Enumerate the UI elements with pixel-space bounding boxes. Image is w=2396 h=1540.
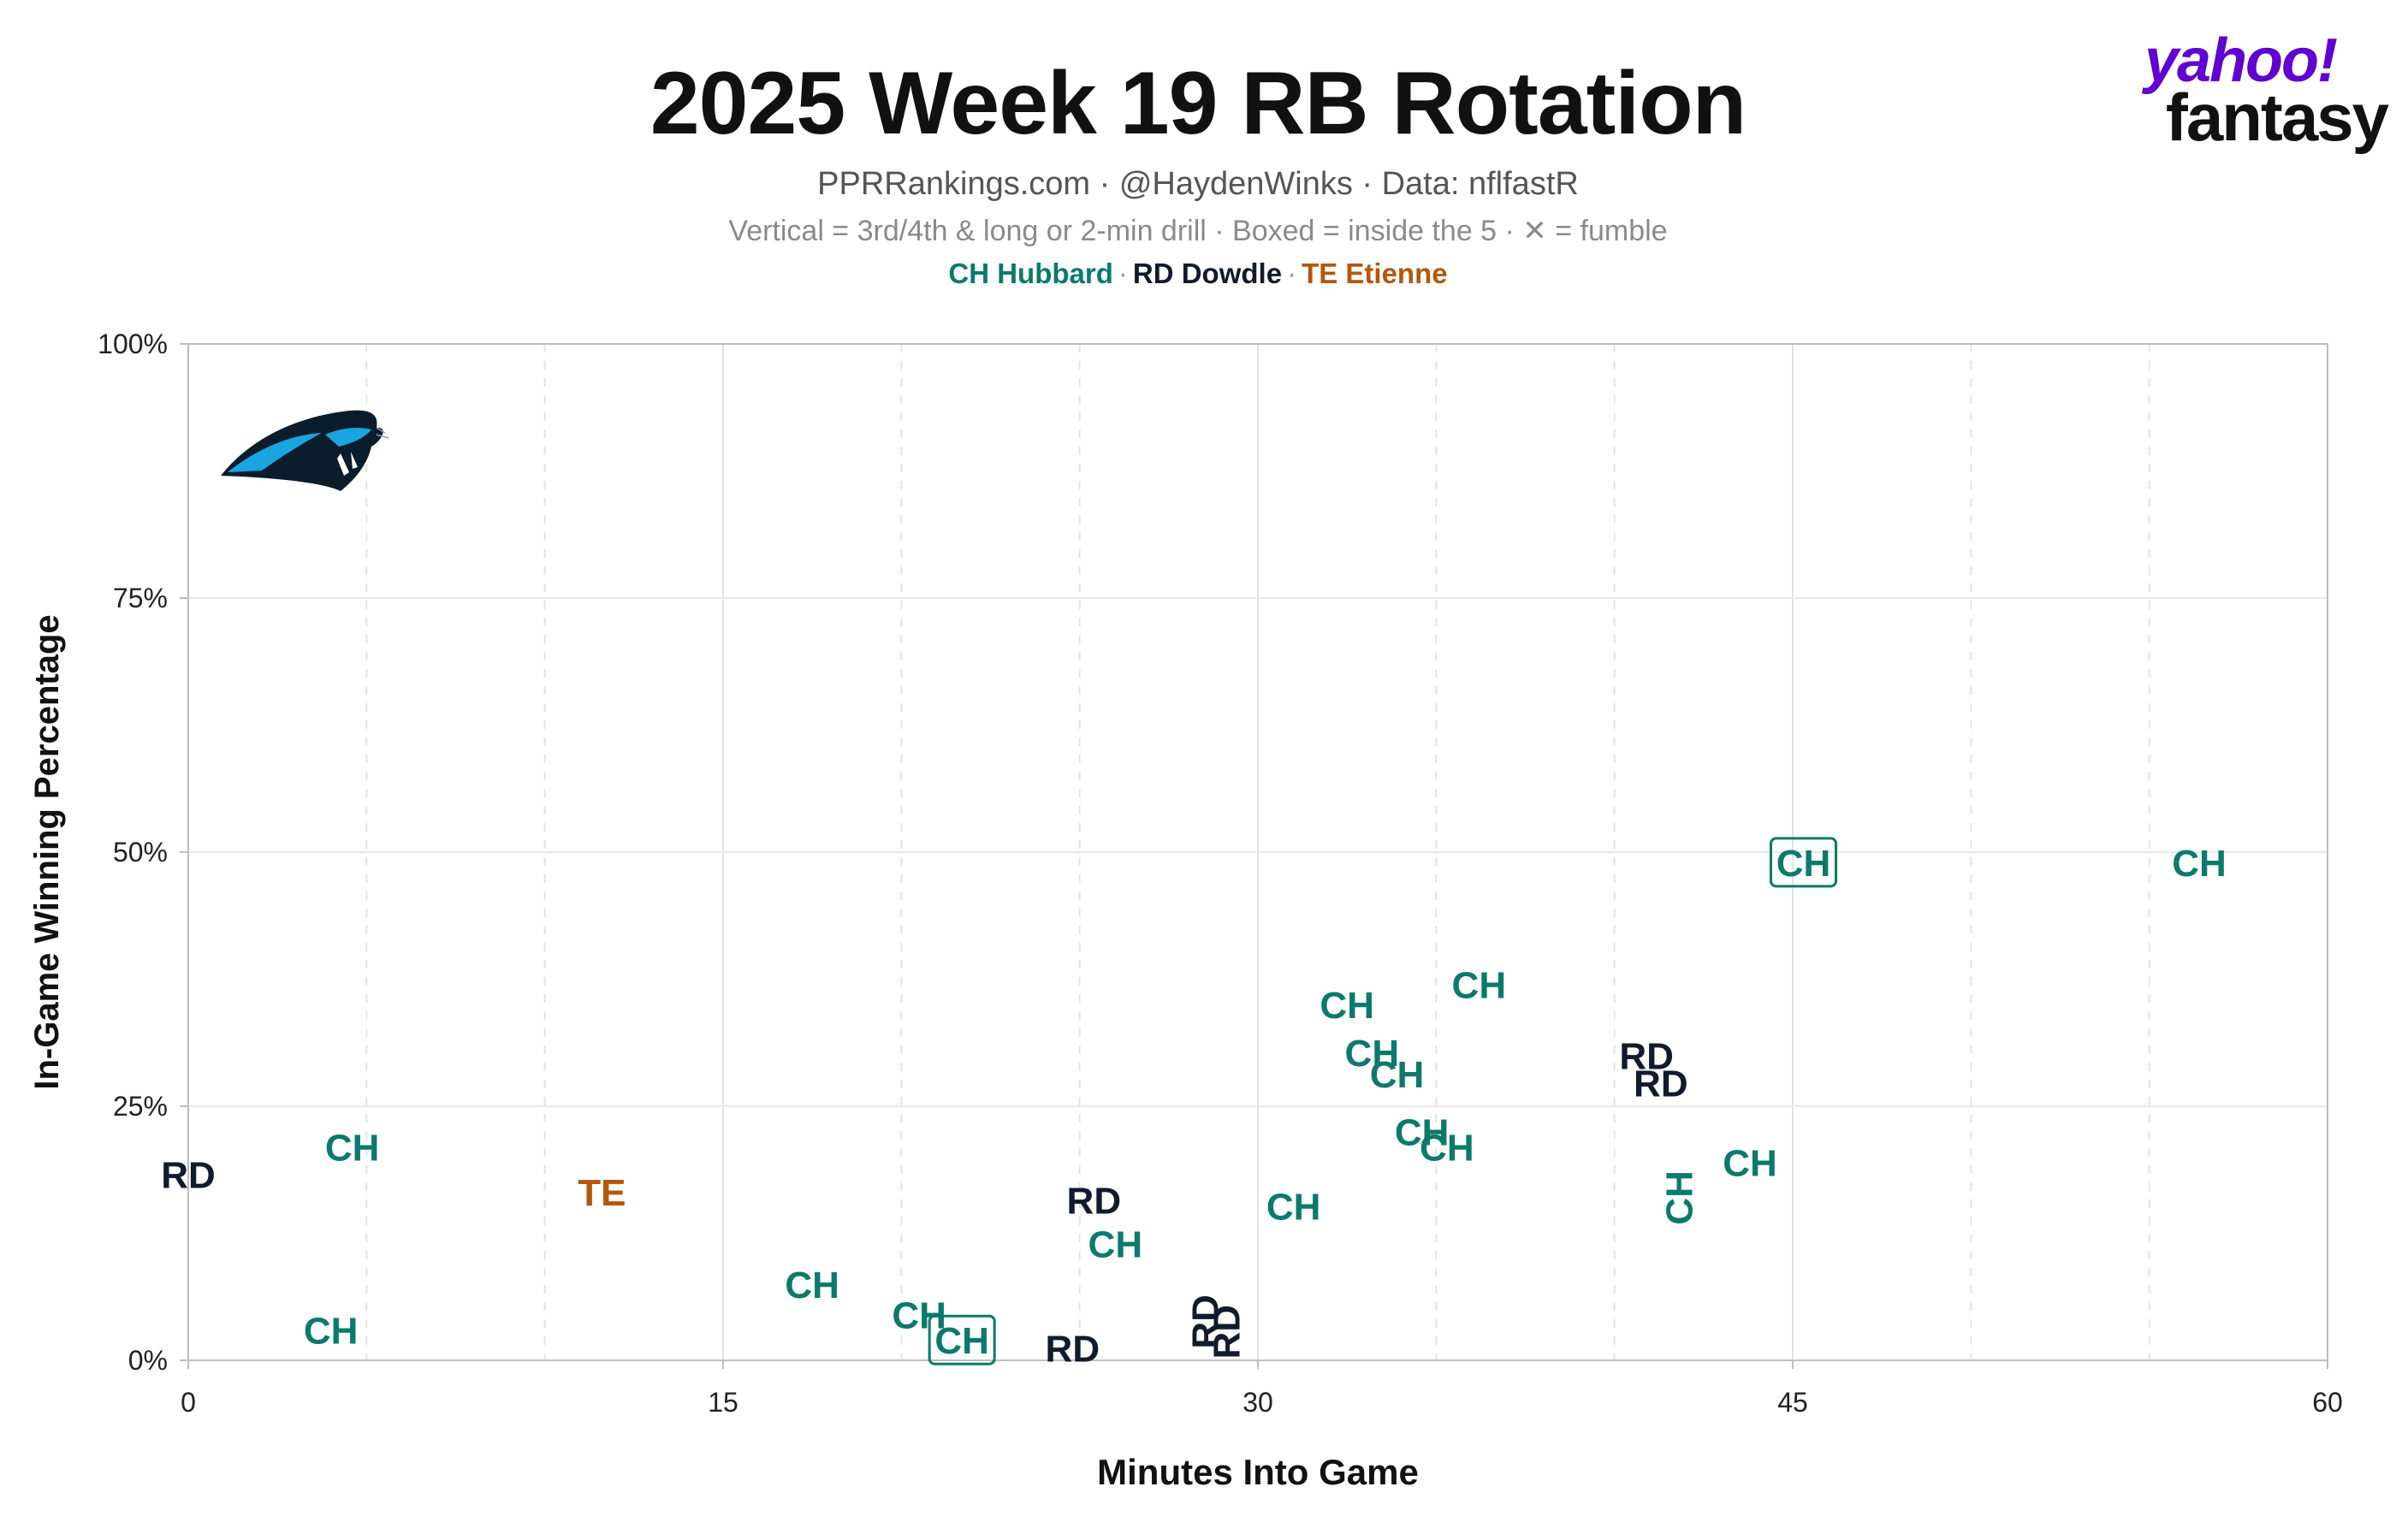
y-tick-label: 0%	[128, 1345, 168, 1376]
yahoo-logo-text: yahoo!	[2144, 27, 2338, 95]
point-label: CH	[304, 1310, 359, 1352]
data-point-rd: RD	[161, 1155, 216, 1197]
data-point-ch: CH	[1420, 1128, 1474, 1170]
x-tick-label: 15	[708, 1387, 738, 1418]
point-label: CH	[2172, 843, 2227, 885]
fantasy-logo-text: fantasy	[2165, 80, 2389, 155]
data-point-ch: CH	[1320, 985, 1374, 1027]
data-point-ch: CH	[304, 1310, 359, 1352]
point-label: CH	[325, 1128, 380, 1170]
data-point-ch: CH	[1723, 1142, 1777, 1184]
x-tick-label: 60	[2312, 1387, 2343, 1418]
y-axis-title: In-Game Winning Percentage	[28, 614, 66, 1089]
data-point-ch: CH	[1395, 1112, 1450, 1154]
point-label: CH	[1452, 964, 1507, 1006]
yahoo-fantasy-logo: yahoo! fantasy	[2114, 26, 2389, 155]
y-tick-label: 75%	[113, 583, 168, 613]
data-point-ch: CH	[1452, 964, 1507, 1006]
data-point-rd: RD	[1067, 1180, 1122, 1222]
point-label: CH	[1723, 1142, 1777, 1184]
point-label: RD	[1619, 1036, 1674, 1078]
point-label: CH	[785, 1265, 839, 1306]
legend-entry-etienne: TE Etienne	[1302, 258, 1448, 289]
point-label: RD	[1207, 1305, 1248, 1359]
data-point-ch: CH	[1770, 837, 1837, 888]
point-label: RD	[1634, 1063, 1688, 1105]
point-label: CH	[1420, 1128, 1474, 1170]
chart-note: Vertical = 3rd/4th & long or 2-min drill…	[728, 215, 1668, 247]
point-label: CH	[1320, 985, 1374, 1027]
point-label: CH	[1088, 1223, 1143, 1265]
x-axis-title: Minutes Into Game	[1097, 1452, 1419, 1492]
x-tick-label: 30	[1242, 1387, 1273, 1418]
chart-subtitle: PPRRankings.com · @HaydenWinks · Data: n…	[817, 166, 1579, 202]
point-label: CH	[1345, 1033, 1400, 1075]
point-label: CH	[1266, 1186, 1321, 1228]
data-point-ch: CH	[1659, 1170, 1701, 1225]
legend-separator: ·	[1118, 258, 1128, 289]
data-point-ch: CH	[2172, 843, 2227, 885]
y-tick-label: 25%	[113, 1091, 168, 1122]
legend: CH Hubbard · RD Dowdle · TE Etienne	[0, 258, 2396, 290]
point-label: RD	[161, 1155, 216, 1197]
data-point-rd: RD	[1046, 1329, 1100, 1371]
data-point-ch: CH	[1266, 1186, 1321, 1228]
y-tick-label: 50%	[113, 837, 168, 868]
point-label: CH	[1395, 1112, 1450, 1154]
data-point-ch: CH	[785, 1265, 839, 1306]
chart-title: 2025 Week 19 RB Rotation	[649, 54, 1747, 153]
x-tick-label: 0	[181, 1387, 196, 1418]
point-label: RD	[1067, 1180, 1122, 1222]
inside-five-box	[1770, 837, 1837, 888]
data-point-rd: RD	[1619, 1036, 1674, 1078]
legend-separator: ·	[1287, 258, 1297, 289]
point-label: RD	[1185, 1294, 1227, 1349]
data-point-te: TE	[578, 1172, 626, 1214]
inside-five-box	[928, 1314, 996, 1365]
data-point-rd: RD	[1185, 1294, 1227, 1349]
point-label: CH	[1776, 843, 1831, 885]
panthers-logo-icon	[221, 410, 389, 491]
y-tick-label: 100%	[98, 329, 168, 359]
data-point-ch: CH	[1345, 1033, 1400, 1075]
data-point-ch: CH	[928, 1314, 996, 1365]
point-label: TE	[578, 1172, 626, 1214]
x-tick-label: 45	[1777, 1387, 1808, 1418]
data-point-rd: RD	[1634, 1063, 1688, 1105]
data-point-ch: CH	[325, 1128, 380, 1170]
data-point-ch: CH	[1088, 1223, 1143, 1265]
point-label: CH	[1659, 1170, 1701, 1225]
point-label: CH	[1370, 1054, 1425, 1096]
data-point-ch: CH	[1370, 1054, 1425, 1096]
legend-entry-dowdle: RD Dowdle	[1132, 258, 1283, 289]
data-point-rd: RD	[1207, 1305, 1248, 1359]
legend-entry-hubbard: CH Hubbard	[948, 258, 1113, 289]
point-label: RD	[1046, 1329, 1100, 1371]
point-label: CH	[934, 1320, 989, 1362]
